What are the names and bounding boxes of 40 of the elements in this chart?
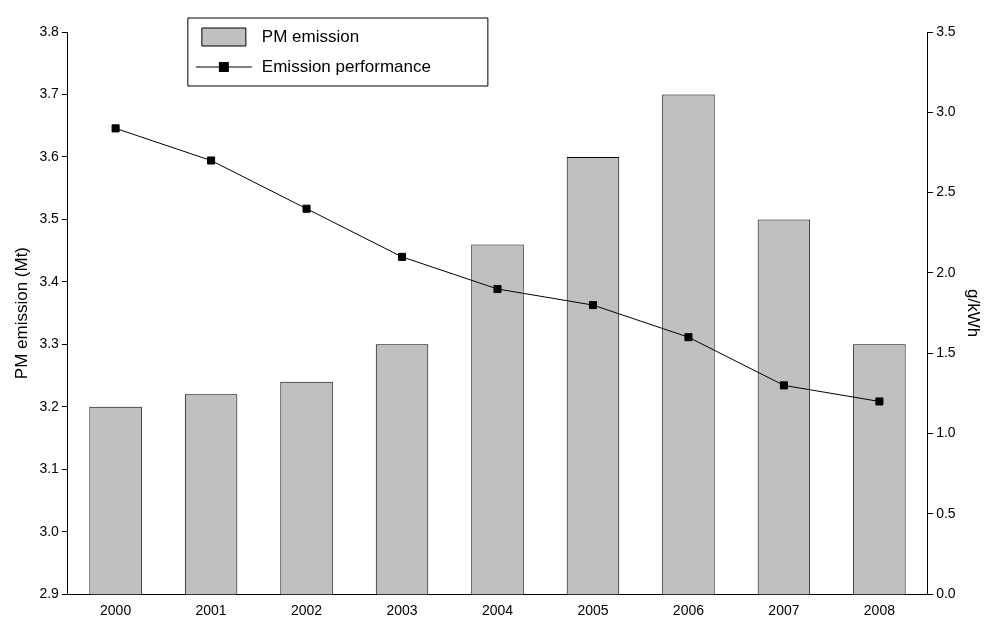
y2-tick-label: 1.5 (936, 344, 956, 361)
y-tick-label: 3.5 (39, 210, 60, 227)
y2-tick-label: 2.0 (936, 263, 956, 280)
x-tick-label: 2001 (195, 602, 227, 619)
x-tick-label: 2004 (481, 602, 514, 619)
y2-tick-label: 0.5 (936, 504, 956, 521)
legend-label: PM emission (261, 26, 360, 46)
x-tick-label: 2007 (768, 602, 800, 619)
point (684, 333, 693, 342)
y-tick-label: 2.9 (39, 585, 60, 602)
x-tick-label: 2002 (290, 602, 323, 619)
y-tick-label: 3.0 (39, 522, 60, 539)
y-axis-title: PM emission (Mt) (11, 246, 31, 380)
x-tick-label: 2005 (577, 602, 609, 619)
x-tick-label: 2008 (863, 602, 896, 619)
y2-tick-label: 3.5 (936, 22, 956, 39)
point (588, 301, 598, 310)
point (493, 284, 502, 294)
point (779, 381, 788, 390)
y-tick-label: 3.7 (39, 85, 60, 102)
y2-axis-title: g/kWh (964, 289, 984, 338)
y-tick-label: 3.8 (39, 22, 60, 39)
y-tick-label: 3.2 (39, 397, 60, 414)
point (397, 252, 407, 261)
point (875, 397, 884, 406)
y2-tick-label: 3.0 (936, 103, 956, 120)
point (207, 156, 216, 165)
x-tick-label: 2003 (386, 602, 418, 619)
point (302, 204, 311, 213)
y-tick-label: 3.3 (39, 335, 60, 352)
point (111, 124, 120, 133)
y2-tick-label: 0.0 (936, 585, 956, 602)
y2-tick-label: 1.0 (936, 424, 956, 441)
y-tick-label: 3.6 (39, 147, 60, 164)
x-tick-label: 2006 (672, 602, 705, 619)
y2-tick-label: 2.5 (936, 183, 956, 200)
legend-label: Emission performance (261, 56, 431, 76)
y-tick-label: 3.4 (39, 272, 60, 289)
x-tick-label: 2000 (100, 602, 132, 619)
y-tick-label: 3.1 (39, 460, 60, 477)
